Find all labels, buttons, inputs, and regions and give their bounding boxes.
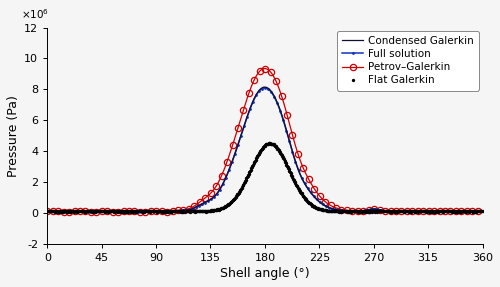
Y-axis label: Pressure (Pa): Pressure (Pa) bbox=[7, 95, 20, 177]
Petrov–Galerkin bbox=[262, 67, 268, 70]
Full solution bbox=[114, 210, 120, 214]
Flat Galerkin bbox=[141, 210, 147, 213]
Flat Galerkin bbox=[164, 210, 170, 213]
Condensed Galerkin bbox=[44, 210, 51, 213]
Petrov–Galerkin bbox=[332, 206, 338, 209]
Full solution bbox=[319, 202, 325, 206]
Condensed Galerkin bbox=[480, 210, 486, 213]
Petrov–Galerkin bbox=[44, 210, 51, 213]
Full solution bbox=[97, 210, 103, 213]
Line: Flat Galerkin: Flat Galerkin bbox=[46, 141, 484, 214]
Condensed Galerkin bbox=[97, 210, 103, 213]
Petrov–Galerkin bbox=[142, 210, 148, 214]
Line: Petrov–Galerkin: Petrov–Galerkin bbox=[44, 65, 486, 215]
Flat Galerkin bbox=[97, 210, 103, 213]
Full solution bbox=[52, 209, 58, 213]
Petrov–Galerkin bbox=[114, 210, 120, 214]
Line: Condensed Galerkin: Condensed Galerkin bbox=[48, 87, 482, 212]
Petrov–Galerkin bbox=[480, 210, 486, 213]
Petrov–Galerkin bbox=[319, 197, 325, 201]
Line: Full solution: Full solution bbox=[46, 86, 484, 213]
Full solution bbox=[44, 210, 51, 213]
Flat Galerkin bbox=[52, 210, 58, 214]
Full solution bbox=[164, 210, 170, 214]
Condensed Galerkin bbox=[319, 202, 325, 205]
Condensed Galerkin bbox=[52, 209, 58, 213]
Full solution bbox=[332, 208, 338, 211]
X-axis label: Shell angle (°): Shell angle (°) bbox=[220, 267, 310, 280]
Condensed Galerkin bbox=[164, 210, 170, 214]
Full solution bbox=[480, 210, 486, 213]
Flat Galerkin bbox=[331, 209, 337, 212]
Condensed Galerkin bbox=[142, 210, 148, 214]
Flat Galerkin bbox=[44, 210, 51, 213]
Text: $\times10^6$: $\times10^6$ bbox=[21, 7, 50, 21]
Condensed Galerkin bbox=[332, 208, 338, 211]
Flat Galerkin bbox=[480, 210, 486, 213]
Flat Galerkin bbox=[436, 210, 442, 214]
Full solution bbox=[142, 210, 148, 214]
Petrov–Galerkin bbox=[52, 209, 58, 213]
Legend: Condensed Galerkin, Full solution, Petrov–Galerkin, Flat Galerkin: Condensed Galerkin, Full solution, Petro… bbox=[337, 31, 480, 90]
Flat Galerkin bbox=[318, 208, 324, 211]
Flat Galerkin bbox=[267, 142, 273, 145]
Petrov–Galerkin bbox=[97, 210, 103, 213]
Condensed Galerkin bbox=[114, 210, 120, 214]
Full solution bbox=[262, 86, 268, 90]
Petrov–Galerkin bbox=[164, 210, 170, 213]
Condensed Galerkin bbox=[262, 85, 268, 89]
